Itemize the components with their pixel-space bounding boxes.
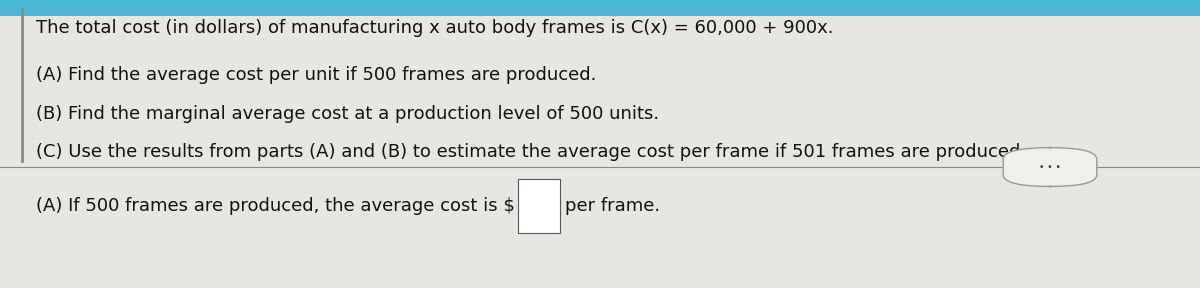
FancyBboxPatch shape bbox=[1003, 147, 1097, 187]
Text: (A) Find the average cost per unit if 500 frames are produced.: (A) Find the average cost per unit if 50… bbox=[36, 66, 596, 84]
Text: (A) If 500 frames are produced, the average cost is $: (A) If 500 frames are produced, the aver… bbox=[36, 197, 515, 215]
Text: (C) Use the results from parts (A) and (B) to estimate the average cost per fram: (C) Use the results from parts (A) and (… bbox=[36, 143, 1026, 161]
Text: • • •: • • • bbox=[1039, 162, 1061, 172]
FancyBboxPatch shape bbox=[518, 179, 560, 233]
Text: per frame.: per frame. bbox=[565, 197, 660, 215]
Text: (B) Find the marginal average cost at a production level of 500 units.: (B) Find the marginal average cost at a … bbox=[36, 105, 659, 123]
FancyBboxPatch shape bbox=[0, 0, 1200, 16]
Text: The total cost (in dollars) of manufacturing x auto body frames is C(x) = 60,000: The total cost (in dollars) of manufactu… bbox=[36, 19, 834, 37]
